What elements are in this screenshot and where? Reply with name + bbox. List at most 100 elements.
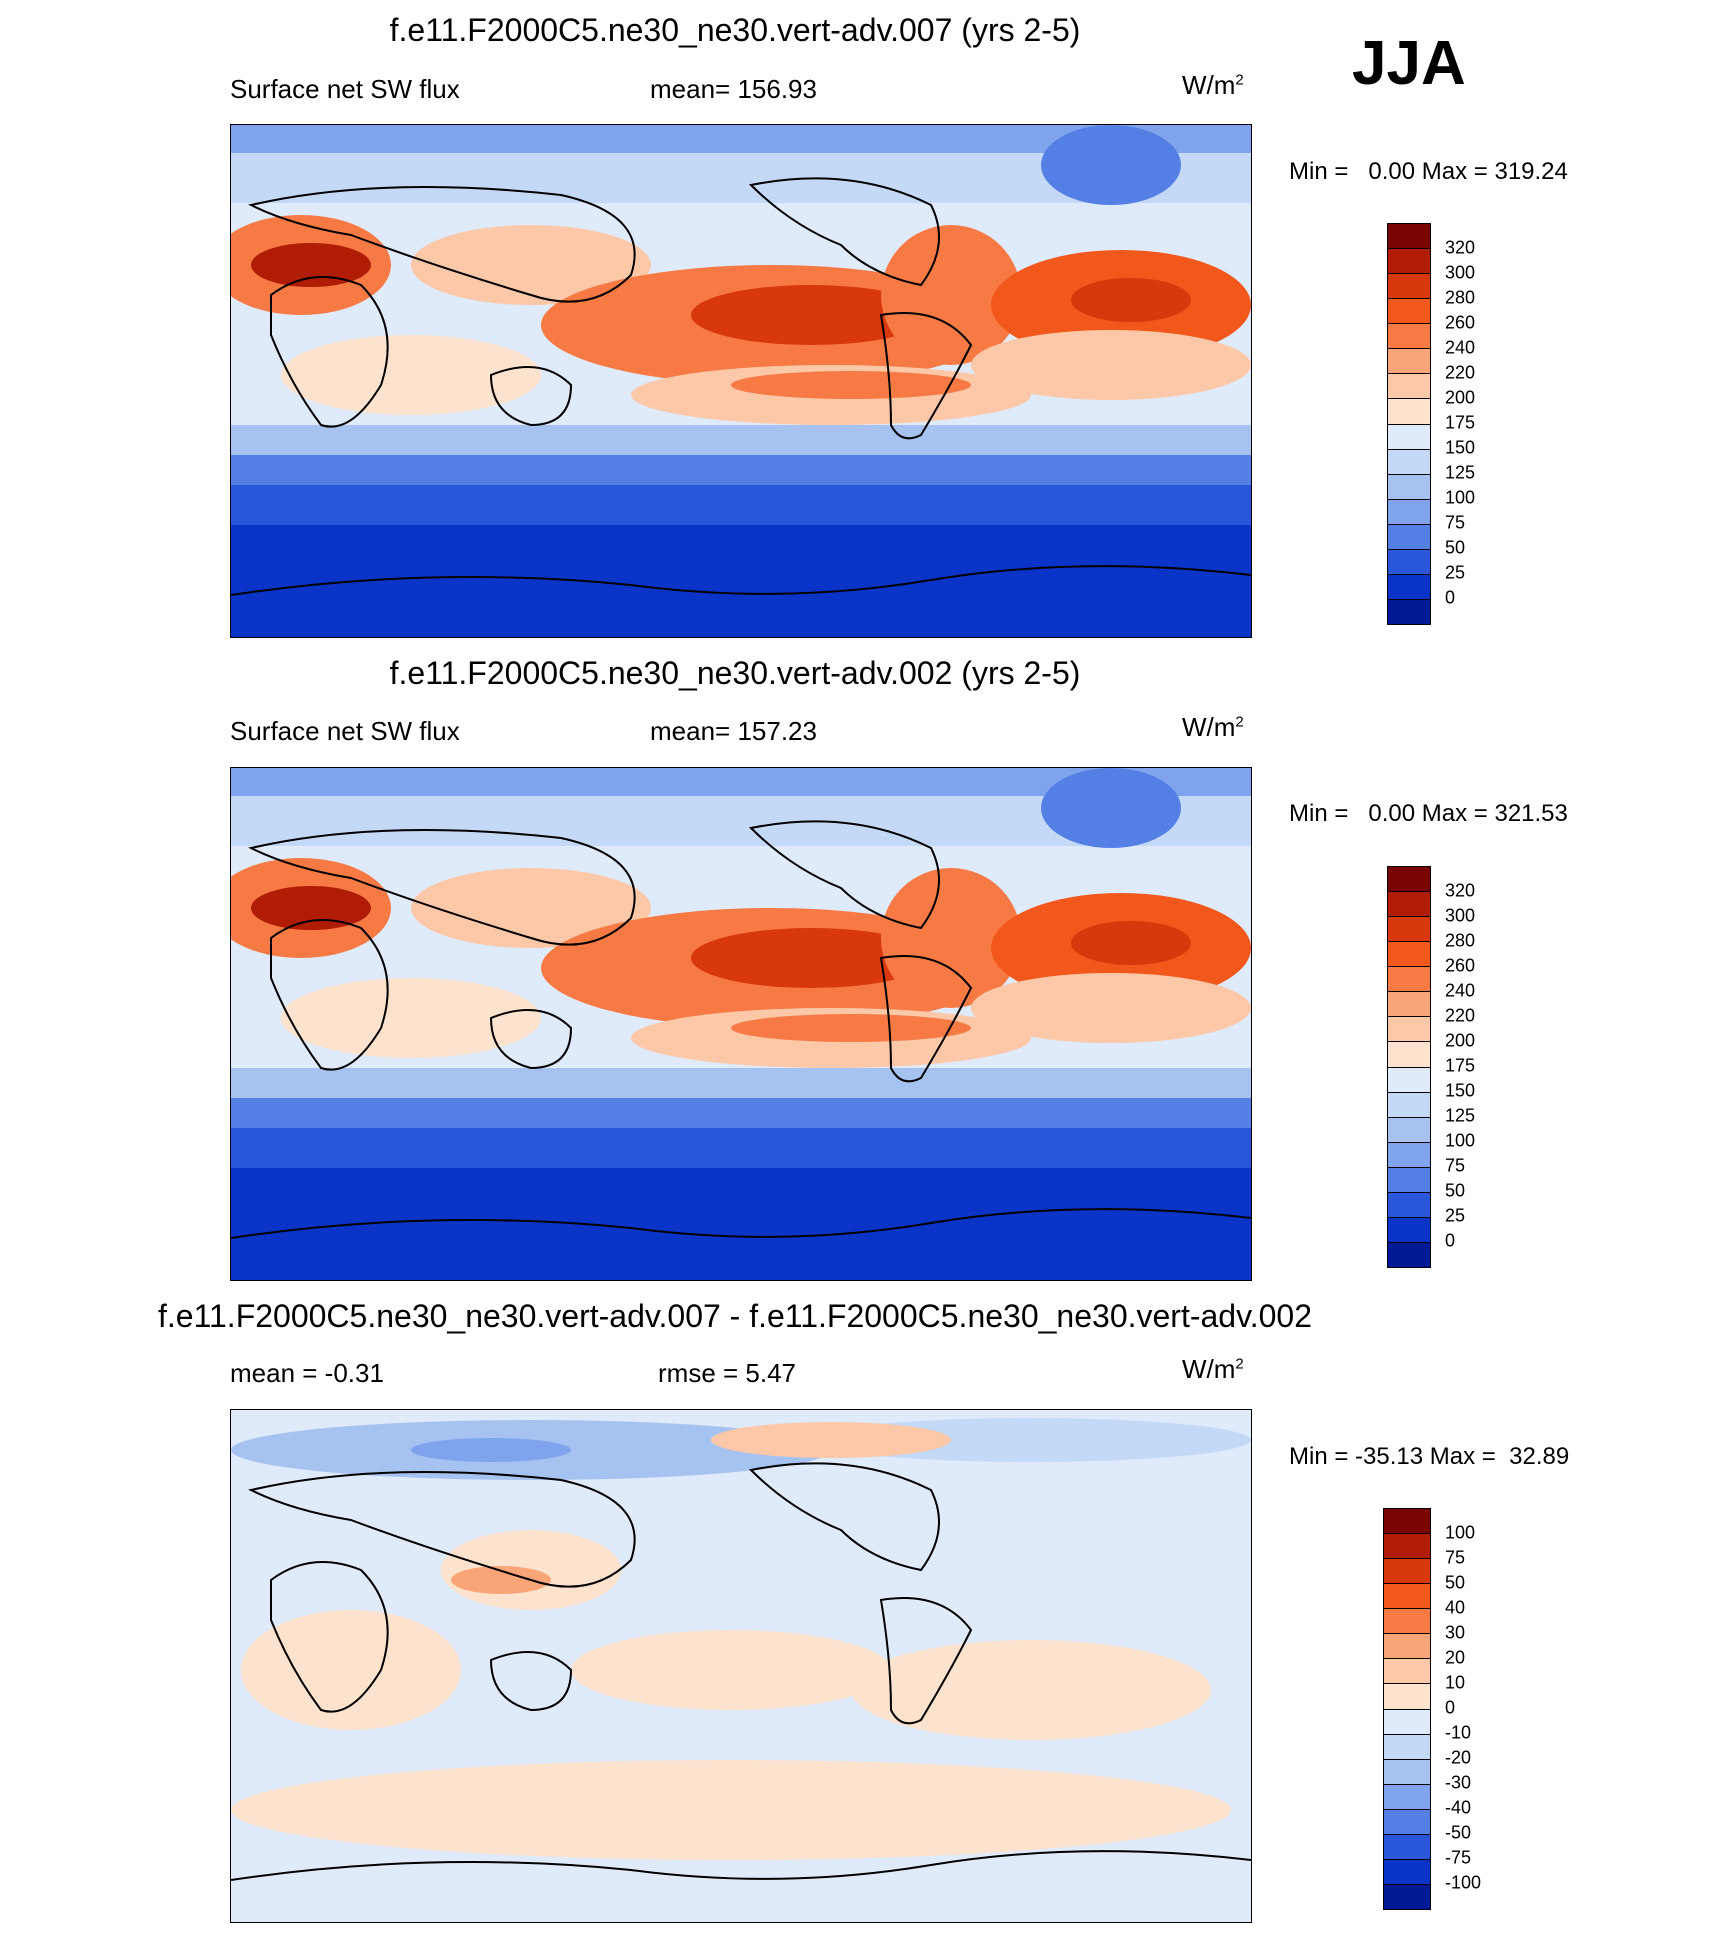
colorbar-segment	[1388, 224, 1430, 250]
colorbar-segment	[1384, 1709, 1430, 1735]
map-southern-band-1	[231, 425, 1251, 455]
colorbar-tick-label: 20	[1445, 1647, 1466, 1668]
colorbar-segment	[1388, 1092, 1430, 1118]
colorbar-tick-label: 320	[1445, 237, 1476, 258]
map-coastline-south-america	[879, 1597, 973, 1725]
panel-3-units: W/m2	[1182, 1354, 1244, 1384]
map-coastline-antarctica	[231, 1208, 1251, 1239]
colorbar-tick-label: 75	[1445, 1155, 1466, 1176]
colorbar-segment	[1388, 374, 1430, 400]
colorbar-segment	[1384, 1759, 1430, 1785]
colorbar-tick-label: 125	[1445, 1105, 1476, 1126]
colorbar-segment	[1384, 1809, 1430, 1835]
colorbar-segment	[1388, 474, 1430, 500]
colorbar-segment	[1384, 1684, 1430, 1710]
colorbar-tick-label: 100	[1445, 1522, 1476, 1543]
map-coastline-south-america	[879, 312, 973, 440]
panel-2-colorbar	[1387, 866, 1431, 1268]
colorbar-tick-label: 40	[1445, 1597, 1466, 1618]
colorbar-tick-label: 300	[1445, 905, 1476, 926]
panel-2-units: W/m2	[1182, 712, 1244, 742]
map-africa-positive	[241, 1610, 461, 1730]
colorbar-tick-label: 220	[1445, 1005, 1476, 1026]
map-sahara-peak	[251, 886, 371, 930]
colorbar-tick-label: 320	[1445, 880, 1476, 901]
colorbar-tick-label: 200	[1445, 387, 1476, 408]
colorbar-tick-label: -20	[1445, 1747, 1472, 1768]
colorbar-segment	[1388, 917, 1430, 943]
colorbar-segment	[1388, 867, 1430, 893]
map-middle-east-high	[411, 868, 651, 948]
colorbar-tick-label: 240	[1445, 980, 1476, 1001]
map-north-pacific-peak	[691, 928, 931, 988]
colorbar-segment	[1388, 324, 1430, 350]
colorbar-segment	[1388, 349, 1430, 375]
panel-2-map	[230, 767, 1252, 1281]
colorbar-segment	[1388, 274, 1430, 300]
map-coastline-australia	[489, 366, 573, 427]
colorbar-segment	[1388, 942, 1430, 968]
colorbar-segment	[1388, 1017, 1430, 1043]
map-greenland-low	[1041, 768, 1181, 848]
colorbar-segment	[1384, 1784, 1430, 1810]
colorbar-tick-label: 125	[1445, 462, 1476, 483]
colorbar-tick-label: 260	[1445, 312, 1476, 333]
map-coastline-eurasia	[248, 1471, 636, 1588]
colorbar-tick-label: -75	[1445, 1847, 1472, 1868]
colorbar-segment	[1388, 1117, 1430, 1143]
colorbar-tick-label: 260	[1445, 955, 1476, 976]
colorbar-segment	[1388, 449, 1430, 475]
colorbar-segment	[1388, 1192, 1430, 1218]
map-coastline-australia	[489, 1651, 573, 1712]
map-coastline-north-america	[748, 1462, 940, 1572]
panel-3-title: f.e11.F2000C5.ne30_ne30.vert-adv.007 - f…	[158, 1298, 1312, 1334]
panel-3-field	[231, 1410, 1251, 1922]
colorbar-segment	[1388, 424, 1430, 450]
map-south-atlantic-band	[971, 330, 1251, 400]
panel-1-minmax: Min = 0.00 Max = 319.24	[1289, 158, 1568, 185]
map-coastline-africa	[270, 276, 389, 428]
colorbar-tick-label: 10	[1445, 1672, 1466, 1693]
colorbar-segment	[1384, 1659, 1430, 1685]
colorbar-tick-label: 280	[1445, 287, 1476, 308]
map-middle-east-high	[411, 225, 651, 305]
map-southern-band-2	[231, 455, 1251, 485]
map-coastline-australia	[489, 1009, 573, 1070]
colorbar-tick-label: 25	[1445, 1205, 1466, 1226]
panel-3-map	[230, 1409, 1252, 1923]
panel-1-units: W/m2	[1182, 70, 1244, 100]
colorbar-tick-label: -40	[1445, 1797, 1472, 1818]
map-coastline-africa	[270, 1561, 389, 1713]
panel-1-title: f.e11.F2000C5.ne30_ne30.vert-adv.007 (yr…	[389, 12, 1081, 48]
colorbar-segment	[1384, 1634, 1430, 1660]
colorbar-tick-label: 150	[1445, 437, 1476, 458]
colorbar-segment	[1388, 1067, 1430, 1093]
colorbar-segment	[1388, 249, 1430, 275]
colorbar-tick-label: 175	[1445, 412, 1476, 433]
panel-3-colorbar	[1383, 1508, 1431, 1910]
map-south-pacific-peak	[731, 371, 971, 399]
season-label: JJA	[1352, 29, 1466, 98]
map-southern-africa-band	[281, 335, 541, 415]
colorbar-segment	[1388, 499, 1430, 525]
panel-2-field	[231, 768, 1251, 1280]
colorbar-tick-label: 75	[1445, 512, 1466, 533]
panel-2-minmax: Min = 0.00 Max = 321.53	[1289, 800, 1568, 827]
colorbar-segment	[1388, 1217, 1430, 1243]
colorbar-tick-label: 300	[1445, 262, 1476, 283]
map-tropic-positive-2	[851, 1640, 1211, 1740]
colorbar-tick-label: 280	[1445, 930, 1476, 951]
colorbar-tick-label: 50	[1445, 1180, 1466, 1201]
colorbar-segment	[1384, 1584, 1430, 1610]
colorbar-tick-label: 50	[1445, 1572, 1466, 1593]
map-north-america-high	[881, 225, 1021, 365]
colorbar-segment	[1384, 1859, 1430, 1885]
map-southern-band-3	[231, 1128, 1251, 1168]
colorbar-segment	[1388, 1167, 1430, 1193]
map-coastline-south-america	[879, 955, 973, 1083]
map-southern-africa-band	[281, 978, 541, 1058]
colorbar-segment	[1384, 1509, 1430, 1535]
colorbar-tick-label: 25	[1445, 562, 1466, 583]
colorbar-tick-label: -30	[1445, 1772, 1472, 1793]
colorbar-segment	[1388, 1142, 1430, 1168]
